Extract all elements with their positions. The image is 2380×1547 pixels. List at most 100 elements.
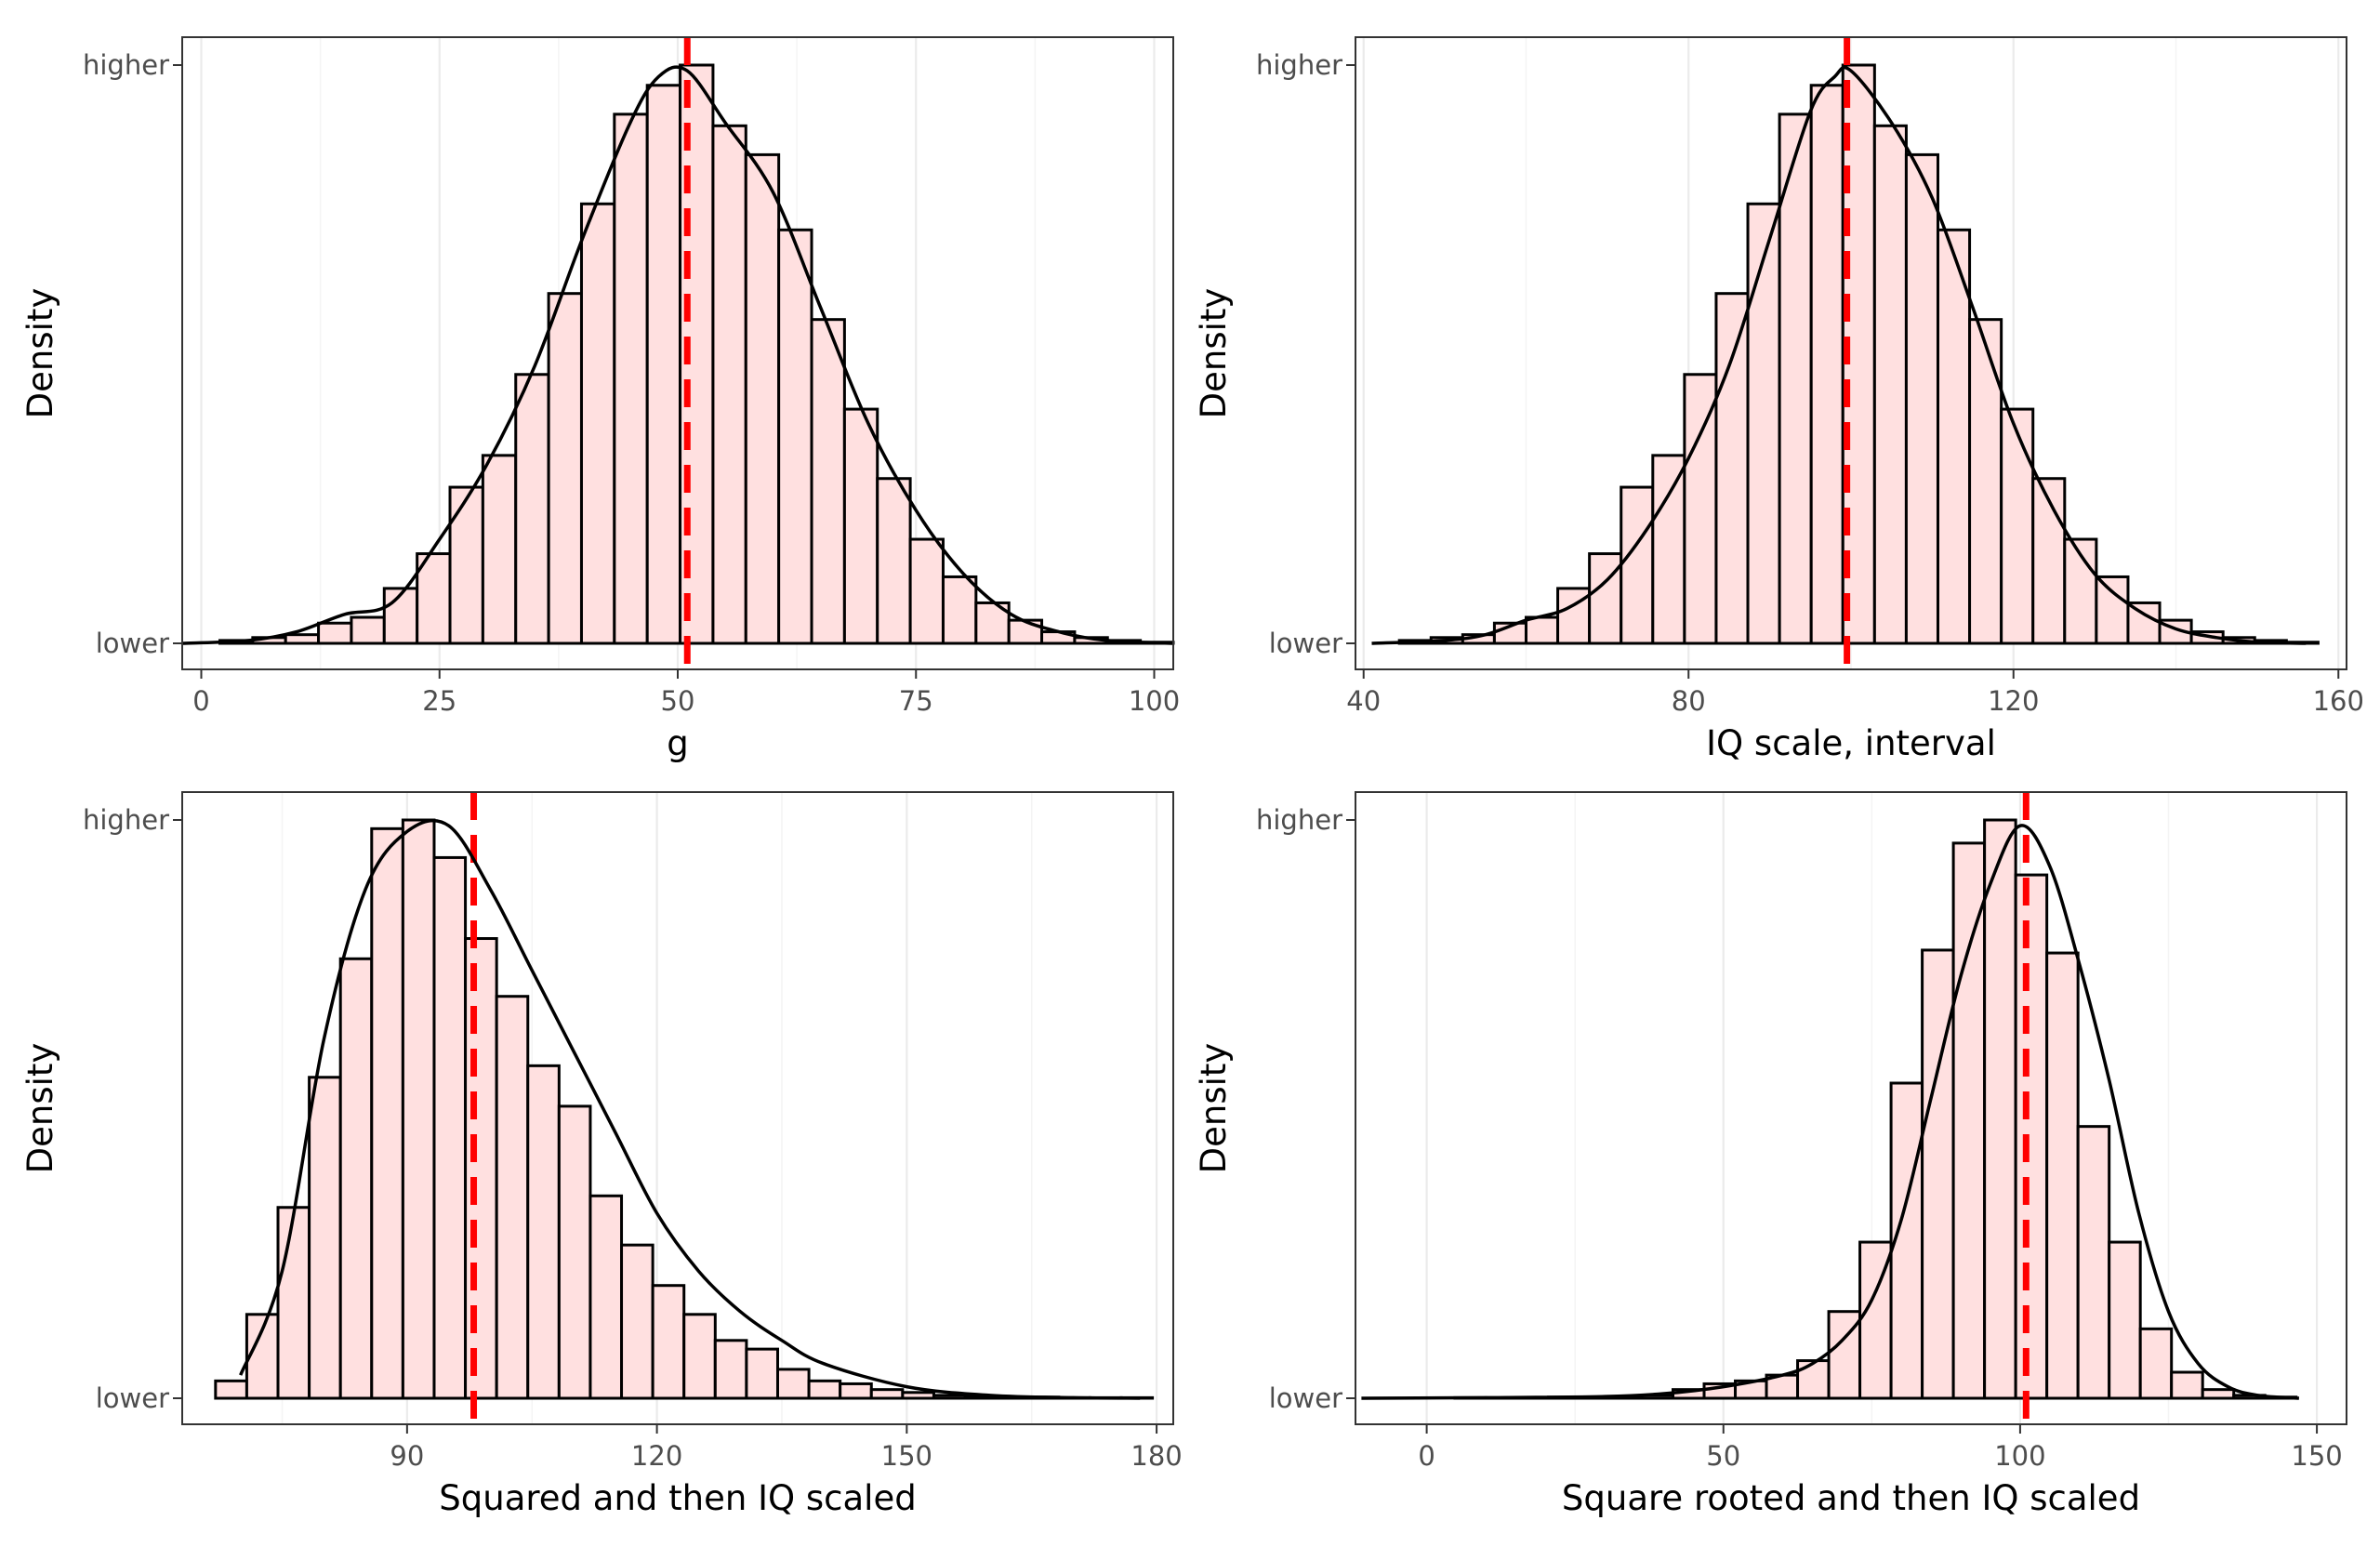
panel-iq-interval-distribution: 40 80 120 160 lower higher IQ scale, interval D…	[1194, 36, 2364, 763]
histogram-bar	[682, 1313, 717, 1400]
histogram-bar	[401, 818, 436, 1400]
x-tick-label: 100	[1129, 685, 1180, 717]
density-curve	[181, 65, 1174, 645]
x-tick-label: 120	[1988, 685, 2039, 717]
y-axis-title: Density	[1194, 1043, 1234, 1174]
histogram-bar	[2126, 601, 2162, 645]
histogram-bar	[1796, 1359, 1831, 1400]
histogram-bar	[842, 407, 879, 645]
histogram-bar	[588, 1194, 624, 1400]
histogram-bar	[1620, 485, 1655, 645]
x-tick-label: 150	[2291, 1440, 2342, 1472]
histogram-bar	[464, 937, 498, 1400]
histogram-bar	[869, 1388, 905, 1400]
x-axis-title: Square rooted and then IQ scaled	[1562, 1478, 2140, 1518]
histogram-bar	[1746, 202, 1781, 645]
x-tick-label: 50	[1706, 1440, 1740, 1472]
x-axis-title: g	[667, 723, 689, 763]
histogram-bar	[1683, 373, 1718, 645]
histogram-bar	[2076, 1125, 2111, 1400]
y-axis-title: Density	[20, 1043, 60, 1174]
histogram-bar	[1007, 618, 1044, 645]
histogram-bar	[651, 1284, 686, 1400]
histogram-bar	[514, 373, 550, 645]
histogram-bar	[338, 957, 374, 1400]
histogram-bar	[744, 152, 781, 645]
histogram-bar	[839, 1382, 873, 1400]
histogram-bar	[807, 1379, 842, 1400]
histogram-bar	[620, 1243, 654, 1400]
panel-border	[1355, 36, 2347, 670]
panel-sqrt-iq-distribution: 0 50 100 150 lower higher Square rooted and th…	[1194, 791, 2347, 1518]
x-tick-label: 25	[422, 685, 456, 717]
histogram-bar	[214, 1379, 248, 1400]
histogram-bar	[526, 1064, 561, 1400]
histogram-bar	[1872, 124, 1908, 645]
y-tick-label: lower	[96, 1382, 169, 1414]
histogram-bar	[645, 84, 682, 645]
panel-squared-iq-distribution: 90 120 150 180 lower higher Squared and then I…	[20, 791, 1183, 1518]
histogram-bar	[1983, 818, 2017, 1400]
x-tick-label: 80	[1672, 685, 1706, 717]
panel-border	[181, 791, 1174, 1425]
x-tick-label: 40	[1346, 685, 1381, 717]
histogram-bar	[711, 124, 747, 645]
histogram-bar	[2201, 1388, 2236, 1400]
histogram-bar	[777, 228, 813, 645]
histogram-bar	[775, 1368, 811, 1400]
histogram-bar	[1588, 552, 1623, 645]
histogram-bar	[2000, 407, 2035, 645]
y-tick-label: lower	[1269, 1382, 1342, 1414]
x-tick-label: 0	[192, 685, 209, 717]
density-curve	[239, 818, 1141, 1400]
histogram-bar	[2095, 575, 2130, 645]
y-axis-title: Density	[20, 288, 60, 419]
histogram-bar	[1809, 84, 1844, 645]
histogram-bar	[2045, 951, 2080, 1400]
histogram-bar	[613, 112, 649, 645]
density-curve	[1361, 824, 2300, 1400]
histogram-bar	[1968, 318, 2003, 645]
histogram-bar	[876, 477, 912, 645]
y-tick-label: lower	[1269, 628, 1342, 659]
histogram-bar	[713, 1339, 748, 1400]
histogram-bar	[317, 621, 353, 645]
x-tick-label: 90	[390, 1440, 424, 1472]
histogram-bar	[941, 575, 978, 645]
histogram-bar	[284, 633, 321, 645]
y-tick-label: higher	[83, 49, 169, 81]
histogram-bar	[448, 485, 484, 645]
histogram-bar	[432, 855, 468, 1400]
x-tick-label: 75	[899, 685, 933, 717]
histogram-bar	[901, 1391, 935, 1400]
histogram-bar	[1951, 841, 1987, 1400]
x-tick-label: 0	[1418, 1440, 1435, 1472]
y-tick-label: higher	[1256, 804, 1342, 836]
histogram-bar	[1936, 228, 1972, 645]
y-tick-label: lower	[96, 628, 169, 659]
histogram-bar	[579, 202, 616, 645]
histogram-bar	[557, 1104, 592, 1400]
histogram-bar	[745, 1347, 779, 1400]
x-tick-label: 100	[1994, 1440, 2045, 1472]
x-tick-label: 180	[1130, 1440, 1182, 1472]
x-tick-label: 160	[2313, 685, 2364, 717]
y-tick-label: higher	[83, 804, 169, 836]
histogram-bar	[2170, 1370, 2204, 1400]
histogram-bar	[2108, 1240, 2142, 1400]
y-tick-label: higher	[1256, 49, 1342, 81]
histogram-bar	[908, 537, 945, 645]
histogram-bar	[547, 292, 583, 645]
histogram-bar	[2014, 873, 2049, 1400]
histogram-bar	[810, 318, 846, 645]
histogram-bar	[308, 1076, 342, 1400]
histogram-bar	[932, 1394, 967, 1400]
x-axis-title: IQ scale, interval	[1706, 723, 1996, 763]
histogram-bar	[2138, 1327, 2174, 1400]
panel-g-distribution: 0 25 50 75 100 lower higher g Density	[20, 36, 1180, 763]
x-tick-label: 50	[661, 685, 695, 717]
y-axis-title: Density	[1194, 288, 1234, 419]
histogram-bar	[1524, 615, 1560, 645]
